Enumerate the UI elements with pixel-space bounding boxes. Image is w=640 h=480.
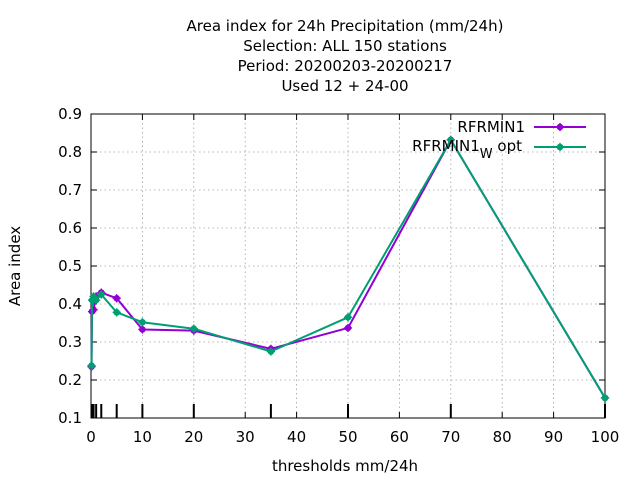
series-2-point [446, 135, 455, 144]
x-tick-label: 60 [390, 428, 409, 446]
axes: 0.1 0.2 0.3 0.4 0.5 0.6 0.7 0.8 0.9 0 10 20 30 40 50 60… [58, 105, 619, 446]
x-tick-label: 0 [86, 428, 96, 446]
series [87, 135, 610, 402]
y-tick-label: 0.8 [58, 143, 82, 161]
chart-title: Area index for 24h Precipitation (mm/24h… [187, 17, 504, 95]
x-axis-label: thresholds mm/24h [272, 457, 418, 475]
y-tick-label: 0.9 [58, 105, 82, 123]
series-2 [87, 135, 610, 402]
x-tick-label: 20 [184, 428, 203, 446]
series-2-point [138, 318, 147, 327]
series-2-point [343, 313, 353, 322]
grid [91, 114, 605, 418]
y-tick-label: 0.1 [58, 409, 82, 427]
series-2-line [90, 138, 606, 399]
y-tick-label: 0.2 [58, 371, 82, 389]
series-1-point [112, 294, 121, 303]
title-line-4: Used 12 + 24-00 [281, 77, 408, 95]
x-tick-label: 50 [338, 428, 357, 446]
x-tick-label: 30 [236, 428, 255, 446]
title-line-1: Area index for 24h Precipitation (mm/24h… [187, 17, 504, 35]
legend-entry-2: RFRMIN1W opt [412, 137, 586, 162]
series-1-point [138, 325, 147, 334]
legend-marker [555, 122, 565, 132]
legend-label: RFRMIN1W opt [412, 137, 522, 162]
x-tick-label: 80 [493, 428, 512, 446]
series-2-point [87, 361, 96, 370]
y-tick-label: 0.3 [58, 333, 82, 351]
legend-label: RFRMIN1 [457, 118, 525, 136]
x-tick-label: 100 [591, 428, 620, 446]
series-2-point [112, 308, 121, 317]
y-tick-label: 0.4 [58, 295, 82, 313]
series-2-point [266, 347, 275, 356]
x-tick-label: 40 [287, 428, 306, 446]
y-tick-label: 0.7 [58, 181, 82, 199]
y-axis-label: Area index [6, 226, 24, 306]
series-2-point [189, 324, 198, 333]
legend-entry-1: RFRMIN1 [457, 118, 586, 136]
y-tick-label: 0.5 [58, 257, 82, 275]
x-tick-label: 10 [133, 428, 152, 446]
series-2-point [92, 296, 101, 305]
series-2-point [600, 393, 610, 402]
x-tick-label: 70 [441, 428, 460, 446]
title-line-2: Selection: ALL 150 stations [243, 37, 447, 55]
title-line-3: Period: 20200203-20200217 [238, 57, 453, 75]
legend-marker [555, 142, 565, 152]
y-tick-label: 0.6 [58, 219, 82, 237]
x-tick-label: 90 [544, 428, 563, 446]
series-1-point [343, 323, 353, 333]
series-2-point [97, 290, 106, 299]
